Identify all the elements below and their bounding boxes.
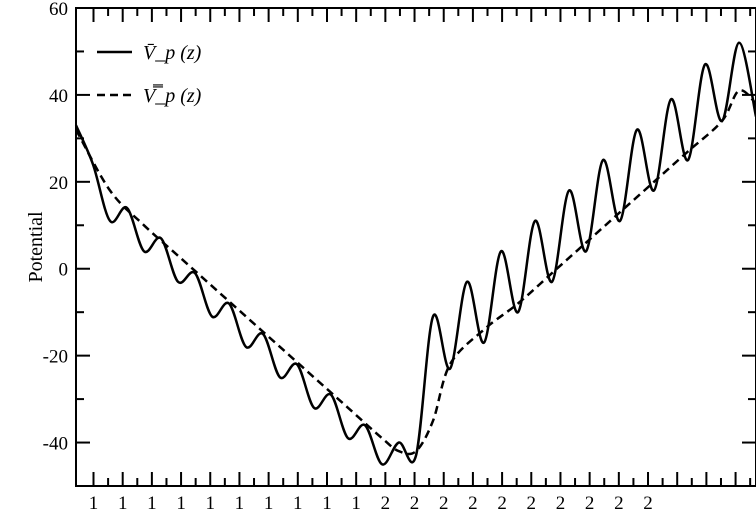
x-tick-label: 2 [381, 493, 391, 514]
x-tick-label: 2 [410, 493, 420, 514]
x-tick-label: 1 [322, 493, 332, 514]
x-tick-label: 2 [643, 493, 653, 514]
x-tick-label: 2 [497, 493, 507, 514]
y-tick-label: 20 [49, 173, 68, 194]
legend-label-1: V̄_p (z) [143, 42, 202, 64]
x-tick-label: 1 [205, 493, 215, 514]
x-tick-label: 1 [235, 493, 245, 514]
plot-frame [75, 7, 756, 487]
y-tick-label: -40 [43, 434, 68, 455]
legend: V̄_p (z) V̿_p (z) [97, 42, 202, 107]
y-tick-label: 40 [49, 86, 68, 107]
x-tick-label: 1 [176, 493, 186, 514]
series-line-solid [74, 41, 756, 466]
plot-border [75, 7, 756, 487]
legend-label-2: V̿_p (z) [143, 84, 202, 107]
series-line-dashed [74, 89, 756, 456]
x-tick-label: 2 [468, 493, 478, 514]
y-tick-label: 60 [49, 0, 68, 20]
x-tick-label: 2 [614, 493, 624, 514]
x-tick-label: 2 [556, 493, 566, 514]
y-tick-label: 0 [59, 260, 69, 281]
y-tick-label: -20 [43, 347, 68, 368]
x-tick-label: 1 [118, 493, 128, 514]
x-tick-label: 1 [293, 493, 303, 514]
x-tick-label: 1 [147, 493, 157, 514]
x-tick-label: 2 [585, 493, 595, 514]
x-tick-label: 2 [527, 493, 537, 514]
x-tick-label: 1 [264, 493, 274, 514]
x-tick-label: 2 [439, 493, 449, 514]
series-layer [74, 41, 756, 466]
x-tick-label: 1 [351, 493, 361, 514]
y-axis-label: Potential [25, 211, 47, 283]
y-axis-ticks: -40 -20 0 20 40 60 [43, 0, 756, 487]
x-tick-label: 1 [89, 493, 99, 514]
